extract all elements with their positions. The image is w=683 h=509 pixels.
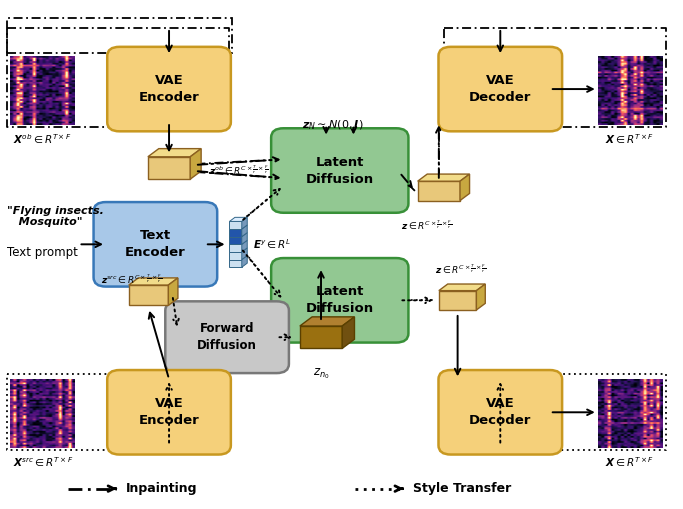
Polygon shape (148, 157, 190, 179)
Polygon shape (438, 291, 476, 310)
Polygon shape (300, 326, 342, 349)
Text: $\boldsymbol{z} \in R^{C\times\frac{T}{r}\times\frac{F}{r}}$: $\boldsymbol{z} \in R^{C\times\frac{T}{r… (401, 219, 452, 232)
Polygon shape (148, 149, 201, 157)
Text: Latent
Diffusion: Latent Diffusion (306, 156, 374, 185)
Text: Text
Encoder: Text Encoder (125, 230, 186, 259)
Polygon shape (129, 285, 169, 305)
Polygon shape (229, 252, 242, 260)
Polygon shape (242, 233, 247, 244)
FancyBboxPatch shape (438, 370, 562, 455)
Text: Forward
Diffusion: Forward Diffusion (197, 322, 257, 352)
Polygon shape (229, 237, 242, 244)
Text: Style Transfer: Style Transfer (413, 482, 512, 495)
Polygon shape (242, 217, 247, 229)
Text: $\boldsymbol{X} \in R^{T\times F}$: $\boldsymbol{X} \in R^{T\times F}$ (605, 456, 655, 469)
Polygon shape (129, 278, 178, 285)
Text: $\boldsymbol{E}^y \in R^L$: $\boldsymbol{E}^y \in R^L$ (253, 237, 291, 251)
Polygon shape (460, 174, 470, 201)
Polygon shape (342, 317, 354, 349)
FancyBboxPatch shape (107, 370, 231, 455)
Text: $z_{n_0}$: $z_{n_0}$ (313, 367, 329, 381)
Polygon shape (300, 317, 354, 326)
Polygon shape (242, 225, 247, 237)
Text: "Flying insects.
   Mosquito": "Flying insects. Mosquito" (7, 206, 104, 227)
Text: $\boldsymbol{X}^{src} \in R^{T\times F}$: $\boldsymbol{X}^{src} \in R^{T\times F}$ (12, 456, 73, 469)
Polygon shape (229, 221, 242, 229)
Text: VAE
Decoder: VAE Decoder (469, 398, 531, 427)
Polygon shape (417, 174, 470, 181)
Text: Inpainting: Inpainting (126, 482, 198, 495)
FancyBboxPatch shape (165, 301, 289, 373)
Polygon shape (229, 229, 242, 237)
FancyBboxPatch shape (107, 47, 231, 131)
Polygon shape (190, 149, 201, 179)
Text: VAE
Encoder: VAE Encoder (139, 398, 199, 427)
Polygon shape (242, 248, 247, 260)
FancyBboxPatch shape (271, 258, 408, 343)
Text: $\boldsymbol{z} \in R^{C\times\frac{T}{r}\times\frac{F}{r}}$: $\boldsymbol{z} \in R^{C\times\frac{T}{r… (435, 263, 487, 276)
Polygon shape (242, 240, 247, 252)
FancyBboxPatch shape (271, 128, 408, 213)
Polygon shape (229, 217, 247, 221)
Text: $\boldsymbol{z}_N{\sim}N(0,\boldsymbol{I})$: $\boldsymbol{z}_N{\sim}N(0,\boldsymbol{I… (302, 119, 364, 132)
FancyBboxPatch shape (94, 202, 217, 287)
Text: Text prompt: Text prompt (7, 246, 78, 260)
Polygon shape (476, 284, 485, 310)
Polygon shape (438, 284, 485, 291)
Text: $\boldsymbol{z}^{ob} \in R^{C\times\frac{T}{r}\times\frac{F}{r}}$: $\boldsymbol{z}^{ob} \in R^{C\times\frac… (209, 164, 268, 177)
Polygon shape (169, 278, 178, 305)
Text: VAE
Encoder: VAE Encoder (139, 74, 199, 104)
Polygon shape (417, 181, 460, 201)
Text: VAE
Decoder: VAE Decoder (469, 74, 531, 104)
Text: $\boldsymbol{X} \in R^{T\times F}$: $\boldsymbol{X} \in R^{T\times F}$ (605, 132, 655, 146)
Polygon shape (229, 244, 242, 252)
Text: Latent
Diffusion: Latent Diffusion (306, 286, 374, 315)
Polygon shape (229, 260, 242, 267)
Text: $\boldsymbol{z}^{src} \in R^{C\times\frac{T}{r}\times\frac{F}{r}}$: $\boldsymbol{z}^{src} \in R^{C\times\fra… (101, 273, 162, 286)
FancyBboxPatch shape (438, 47, 562, 131)
Polygon shape (242, 256, 247, 267)
Text: $\boldsymbol{X}^{ob} \in R^{T\times F}$: $\boldsymbol{X}^{ob} \in R^{T\times F}$ (14, 132, 72, 146)
Bar (7, 18, 232, 53)
